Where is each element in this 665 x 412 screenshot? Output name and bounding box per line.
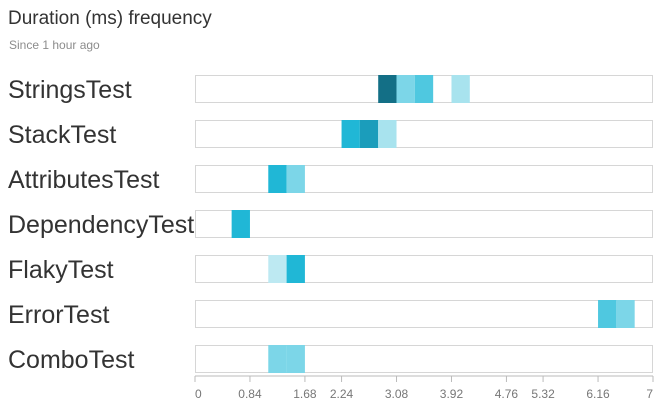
frequency-bin (268, 345, 287, 373)
row-label: ComboTest (8, 346, 134, 374)
x-tick-label: 6.16 (586, 387, 610, 401)
row-label: AttributesTest (8, 166, 160, 194)
x-tick-label: 0.84 (238, 387, 262, 401)
frequency-bin (414, 75, 434, 103)
frequency-bin (378, 120, 397, 148)
row-track (195, 345, 653, 373)
frequency-bin (286, 255, 305, 283)
row-track (195, 120, 653, 148)
x-tick-label: 2.24 (330, 387, 354, 401)
frequency-bin (598, 300, 617, 328)
frequency-bin (378, 75, 397, 103)
x-tick-label: 3.08 (385, 387, 409, 401)
frequency-bin (231, 210, 250, 238)
frequency-bin (286, 165, 305, 193)
row-track (195, 255, 653, 283)
row-track (195, 210, 653, 238)
chart-title: Duration (ms) frequency (8, 8, 212, 29)
frequency-bin (341, 120, 360, 148)
row-track (195, 165, 653, 193)
x-tick-label: 0 (195, 387, 202, 401)
chart-subtitle: Since 1 hour ago (9, 38, 100, 52)
x-tick-label: 5.32 (531, 387, 555, 401)
frequency-bin (616, 300, 635, 328)
row-label: DependencyTest (8, 211, 194, 239)
row-label: FlakyTest (8, 256, 114, 284)
row-track (195, 300, 653, 328)
row-label: ErrorTest (8, 301, 109, 329)
row-label: StringsTest (8, 76, 132, 104)
frequency-bin (286, 345, 305, 373)
x-tick-label: 4.76 (495, 387, 519, 401)
frequency-bin (451, 75, 470, 103)
frequency-bin (268, 255, 287, 283)
x-tick-label: 7 (646, 387, 653, 401)
x-tick-label: 1.68 (293, 387, 317, 401)
row-label: StackTest (8, 121, 116, 149)
x-tick-label: 3.92 (440, 387, 464, 401)
frequency-bin (359, 120, 379, 148)
frequency-bin (396, 75, 415, 103)
frequency-bin (268, 165, 287, 193)
